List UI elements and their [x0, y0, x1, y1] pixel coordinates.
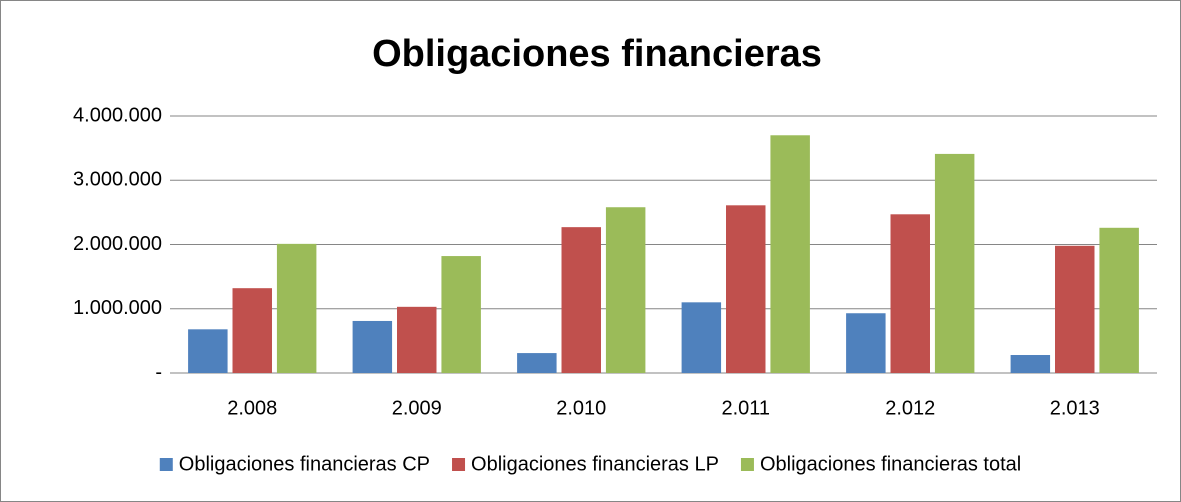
- legend-marker: [159, 458, 173, 471]
- x-tick-label: 2.010: [556, 397, 606, 419]
- legend-marker: [740, 458, 754, 471]
- x-tick-label: 2.009: [392, 397, 442, 419]
- legend-marker: [452, 458, 466, 471]
- x-tick-label: 2.008: [227, 397, 277, 419]
- bar: [397, 306, 437, 373]
- bar: [276, 243, 317, 373]
- bar: [726, 205, 766, 373]
- bar: [846, 313, 886, 373]
- x-tick-label: 2.012: [885, 397, 935, 419]
- legend-label: Obligaciones financieras LP: [471, 453, 719, 475]
- legend-label: Obligaciones financieras CP: [179, 453, 430, 475]
- bar: [441, 256, 481, 373]
- y-tick-label: 1.000.000: [73, 297, 162, 319]
- y-tick-label: 4.000.000: [73, 104, 162, 126]
- bar: [605, 207, 646, 373]
- bar: [1010, 355, 1051, 373]
- bar: [1099, 227, 1139, 373]
- bar: [517, 353, 557, 373]
- bar: [770, 135, 810, 373]
- y-tick-label: 3.000.000: [73, 169, 162, 191]
- bar: [1055, 245, 1095, 373]
- chart-title: Obligaciones financieras: [372, 33, 822, 75]
- legend-label: Obligaciones financieras total: [760, 453, 1021, 475]
- bar: [890, 214, 930, 373]
- bar: [681, 302, 722, 373]
- bar: [188, 329, 228, 373]
- bar: [561, 227, 601, 373]
- bar: [352, 320, 393, 373]
- x-tick-label: 2.013: [1050, 397, 1100, 419]
- y-tick-label: -: [155, 361, 162, 383]
- bar: [934, 153, 975, 373]
- x-tick-label: 2.011: [721, 397, 770, 419]
- y-tick-label: 2.000.000: [73, 233, 162, 255]
- bar: [232, 288, 272, 373]
